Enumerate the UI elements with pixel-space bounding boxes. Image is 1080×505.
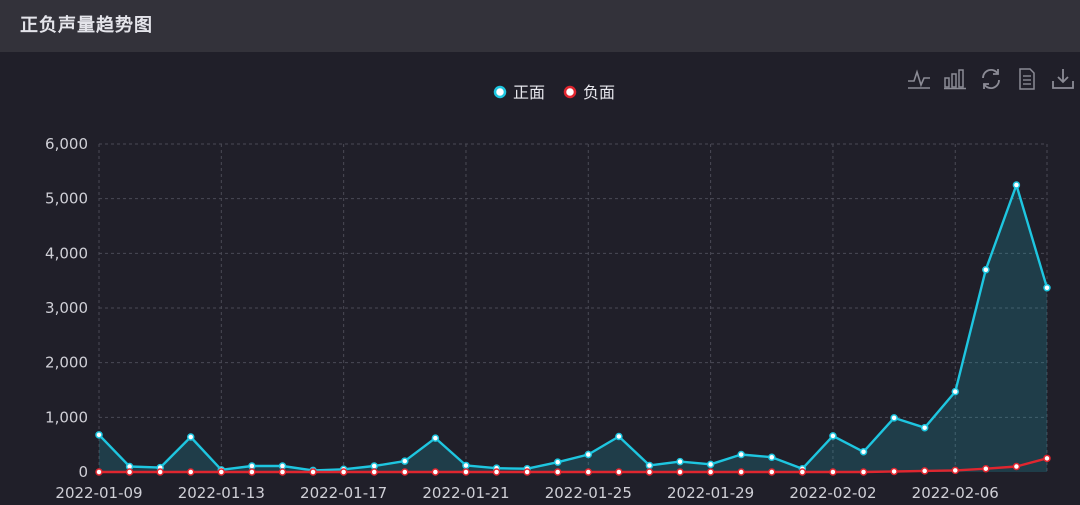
data-point xyxy=(737,450,745,459)
data-point xyxy=(1043,284,1051,292)
data-point xyxy=(951,466,960,475)
x-tick-label: 2022-01-29 xyxy=(667,484,754,502)
data-point xyxy=(920,467,929,475)
x-tick-label: 2022-02-02 xyxy=(789,484,876,502)
series-area xyxy=(99,185,1047,472)
data-point xyxy=(645,461,654,470)
y-tick-label: 4,000 xyxy=(45,244,88,262)
data-point xyxy=(768,453,776,461)
data-point xyxy=(309,468,317,476)
data-point xyxy=(523,468,531,476)
data-point xyxy=(1012,181,1021,189)
y-axis-labels: 0 1,000 2,000 3,000 4,000 5,000 6,000 xyxy=(45,135,88,481)
data-point xyxy=(737,468,745,476)
data-point xyxy=(125,468,134,476)
series-positive xyxy=(95,181,1051,475)
data-view-icon[interactable] xyxy=(1014,66,1040,92)
data-point xyxy=(676,468,684,476)
data-point xyxy=(951,387,960,396)
data-point xyxy=(95,468,103,476)
y-tick-label: 2,000 xyxy=(45,354,88,372)
data-point xyxy=(1043,454,1051,463)
line-chart-icon[interactable] xyxy=(906,66,932,92)
y-tick-label: 5,000 xyxy=(45,190,88,208)
data-point xyxy=(156,468,164,476)
data-point xyxy=(706,468,715,476)
data-point xyxy=(584,468,593,476)
series-layer xyxy=(95,181,1051,476)
data-point xyxy=(248,462,256,470)
series-line xyxy=(99,457,1048,474)
data-point xyxy=(1012,462,1021,471)
data-point xyxy=(615,432,623,441)
data-point xyxy=(829,468,837,476)
data-point xyxy=(829,432,837,440)
data-point xyxy=(186,468,195,476)
chart-toolbox xyxy=(906,66,1076,92)
data-point xyxy=(370,468,378,476)
data-point xyxy=(584,450,593,459)
data-point xyxy=(401,468,409,476)
data-point xyxy=(462,461,470,470)
x-tick-label: 2022-01-25 xyxy=(545,484,632,502)
x-tick-label: 2022-01-13 xyxy=(178,484,265,502)
x-tick-label: 2022-02-06 xyxy=(912,484,999,502)
legend-marker[interactable] xyxy=(493,85,507,99)
refresh-icon[interactable] xyxy=(978,66,1004,92)
data-point xyxy=(920,423,929,432)
data-point xyxy=(890,414,898,422)
data-point xyxy=(798,468,807,476)
x-tick-label: 2022-01-17 xyxy=(300,484,387,502)
data-point xyxy=(278,462,287,470)
panel-header: 正负声量趋势图 xyxy=(0,0,1080,52)
x-axis-labels: 2022-01-09 2022-01-13 2022-01-17 2022-01-21… xyxy=(55,484,998,502)
data-point xyxy=(553,468,562,476)
data-point xyxy=(645,468,654,476)
x-tick-label: 2022-01-09 xyxy=(55,484,142,502)
panel-title: 正负声量趋势图 xyxy=(20,15,153,36)
data-point xyxy=(676,457,684,466)
legend-label[interactable]: 负面 xyxy=(583,83,615,102)
data-point xyxy=(768,468,776,476)
data-point xyxy=(859,448,868,456)
data-point xyxy=(95,431,103,439)
data-point xyxy=(615,468,623,476)
data-point xyxy=(890,467,898,476)
y-tick-label: 6,000 xyxy=(45,135,88,153)
chart-area xyxy=(0,52,1080,505)
data-point xyxy=(370,462,378,470)
y-tick-label: 1,000 xyxy=(45,408,88,426)
y-tick-label: 3,000 xyxy=(45,299,88,317)
legend-marker[interactable] xyxy=(563,85,577,99)
data-point xyxy=(706,460,715,469)
data-point xyxy=(553,458,562,466)
data-point xyxy=(339,468,348,476)
legend: 正面 负面 xyxy=(493,83,615,102)
data-point xyxy=(248,468,256,476)
data-point xyxy=(859,468,868,476)
data-point xyxy=(217,468,226,476)
grid-layer xyxy=(98,143,1048,472)
y-tick-label: 0 xyxy=(78,463,88,481)
data-point xyxy=(462,468,470,476)
data-point xyxy=(278,468,287,476)
data-point xyxy=(492,468,501,476)
data-point xyxy=(982,265,990,274)
data-point xyxy=(431,468,440,476)
series-negative xyxy=(95,454,1051,476)
data-point xyxy=(401,457,409,465)
data-point xyxy=(186,433,195,441)
download-icon[interactable] xyxy=(1050,66,1076,92)
data-point xyxy=(431,434,440,442)
data-point xyxy=(982,464,990,473)
x-tick-label: 2022-01-21 xyxy=(422,484,509,502)
bar-chart-icon[interactable] xyxy=(942,66,968,92)
legend-label[interactable]: 正面 xyxy=(513,83,545,102)
series-line xyxy=(98,183,1049,472)
